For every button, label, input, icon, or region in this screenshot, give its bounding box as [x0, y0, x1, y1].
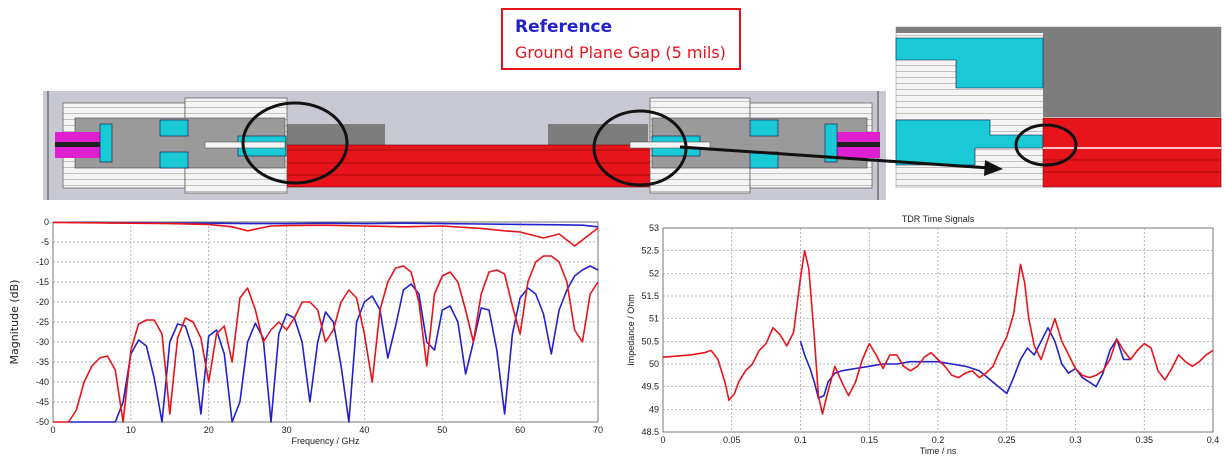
zoom-highlight-circle [1014, 123, 1078, 167]
y-tick-label: 52.5 [641, 246, 659, 256]
y-tick-label: 53 [649, 223, 659, 233]
y-tick-label: 49 [649, 404, 659, 414]
y-tick-label: -10 [36, 257, 49, 267]
y-tick-label: 48.5 [641, 427, 659, 437]
x-tick-label: 0.4 [1207, 435, 1220, 445]
y-tick-label: -45 [36, 397, 49, 407]
legend-box: Reference Ground Plane Gap (5 mils) [501, 8, 741, 70]
x-tick-label: 0 [660, 435, 665, 445]
x-tick-label: 0.1 [794, 435, 807, 445]
x-tick-label: 0.25 [998, 435, 1016, 445]
arrow-head-icon [984, 160, 1003, 176]
x-tick-label: 0.3 [1069, 435, 1082, 445]
x-tick-label: 10 [126, 425, 136, 435]
x-tick-label: 0.35 [1135, 435, 1153, 445]
y-tick-label: 50 [649, 359, 659, 369]
x-tick-label: 0.05 [723, 435, 741, 445]
y-tick-label: -20 [36, 297, 49, 307]
y-tick-label: 49.5 [641, 382, 659, 392]
x-tick-label: 70 [593, 425, 603, 435]
x-tick-label: 20 [204, 425, 214, 435]
series-line-2 [68, 265, 599, 423]
legend-ground-plane-gap: Ground Plane Gap (5 mils) [515, 43, 726, 62]
y-tick-label: -30 [36, 337, 49, 347]
x-tick-label: 0.15 [860, 435, 878, 445]
right-connector [629, 97, 880, 194]
left-highlight-circle [241, 101, 349, 185]
x-tick-label: 50 [437, 425, 447, 435]
legend-reference: Reference [515, 17, 613, 37]
y-tick-label: 52 [649, 268, 659, 278]
y-tick-label: -5 [41, 237, 49, 247]
x-tick-label: 60 [515, 425, 525, 435]
y-tick-label: -15 [36, 277, 49, 287]
chart-title: TDR Time Signals [902, 214, 975, 224]
x-tick-label: 0 [50, 425, 55, 435]
y-tick-label: -40 [36, 377, 49, 387]
y-tick-label: 0 [44, 217, 49, 227]
series-line-3 [53, 255, 599, 423]
zoom-inset [679, 26, 1222, 188]
y-axis-label: Impedance / Ohm [626, 294, 636, 366]
zoom-arrow [679, 145, 991, 170]
x-tick-label: 30 [282, 425, 292, 435]
y-tick-label: -25 [36, 317, 49, 327]
x-tick-label: 40 [359, 425, 369, 435]
y-tick-label: 51.5 [641, 291, 659, 301]
x-axis-label: Frequency / GHz [291, 436, 360, 446]
connector-model-cross-section [43, 91, 886, 200]
y-tick-label: 50.5 [641, 336, 659, 346]
x-tick-label: 0.2 [932, 435, 945, 445]
series-line-0 [799, 326, 1131, 399]
left-connector [55, 97, 288, 194]
series-line-1 [662, 249, 1214, 415]
y-tick-label: -35 [36, 357, 49, 367]
series-line-1 [52, 221, 599, 247]
y-tick-label: 51 [649, 314, 659, 324]
x-axis-label: Time / ns [920, 446, 957, 456]
y-axis-label: Magnitude (dB) [8, 280, 21, 365]
y-tick-label: -50 [36, 417, 49, 427]
